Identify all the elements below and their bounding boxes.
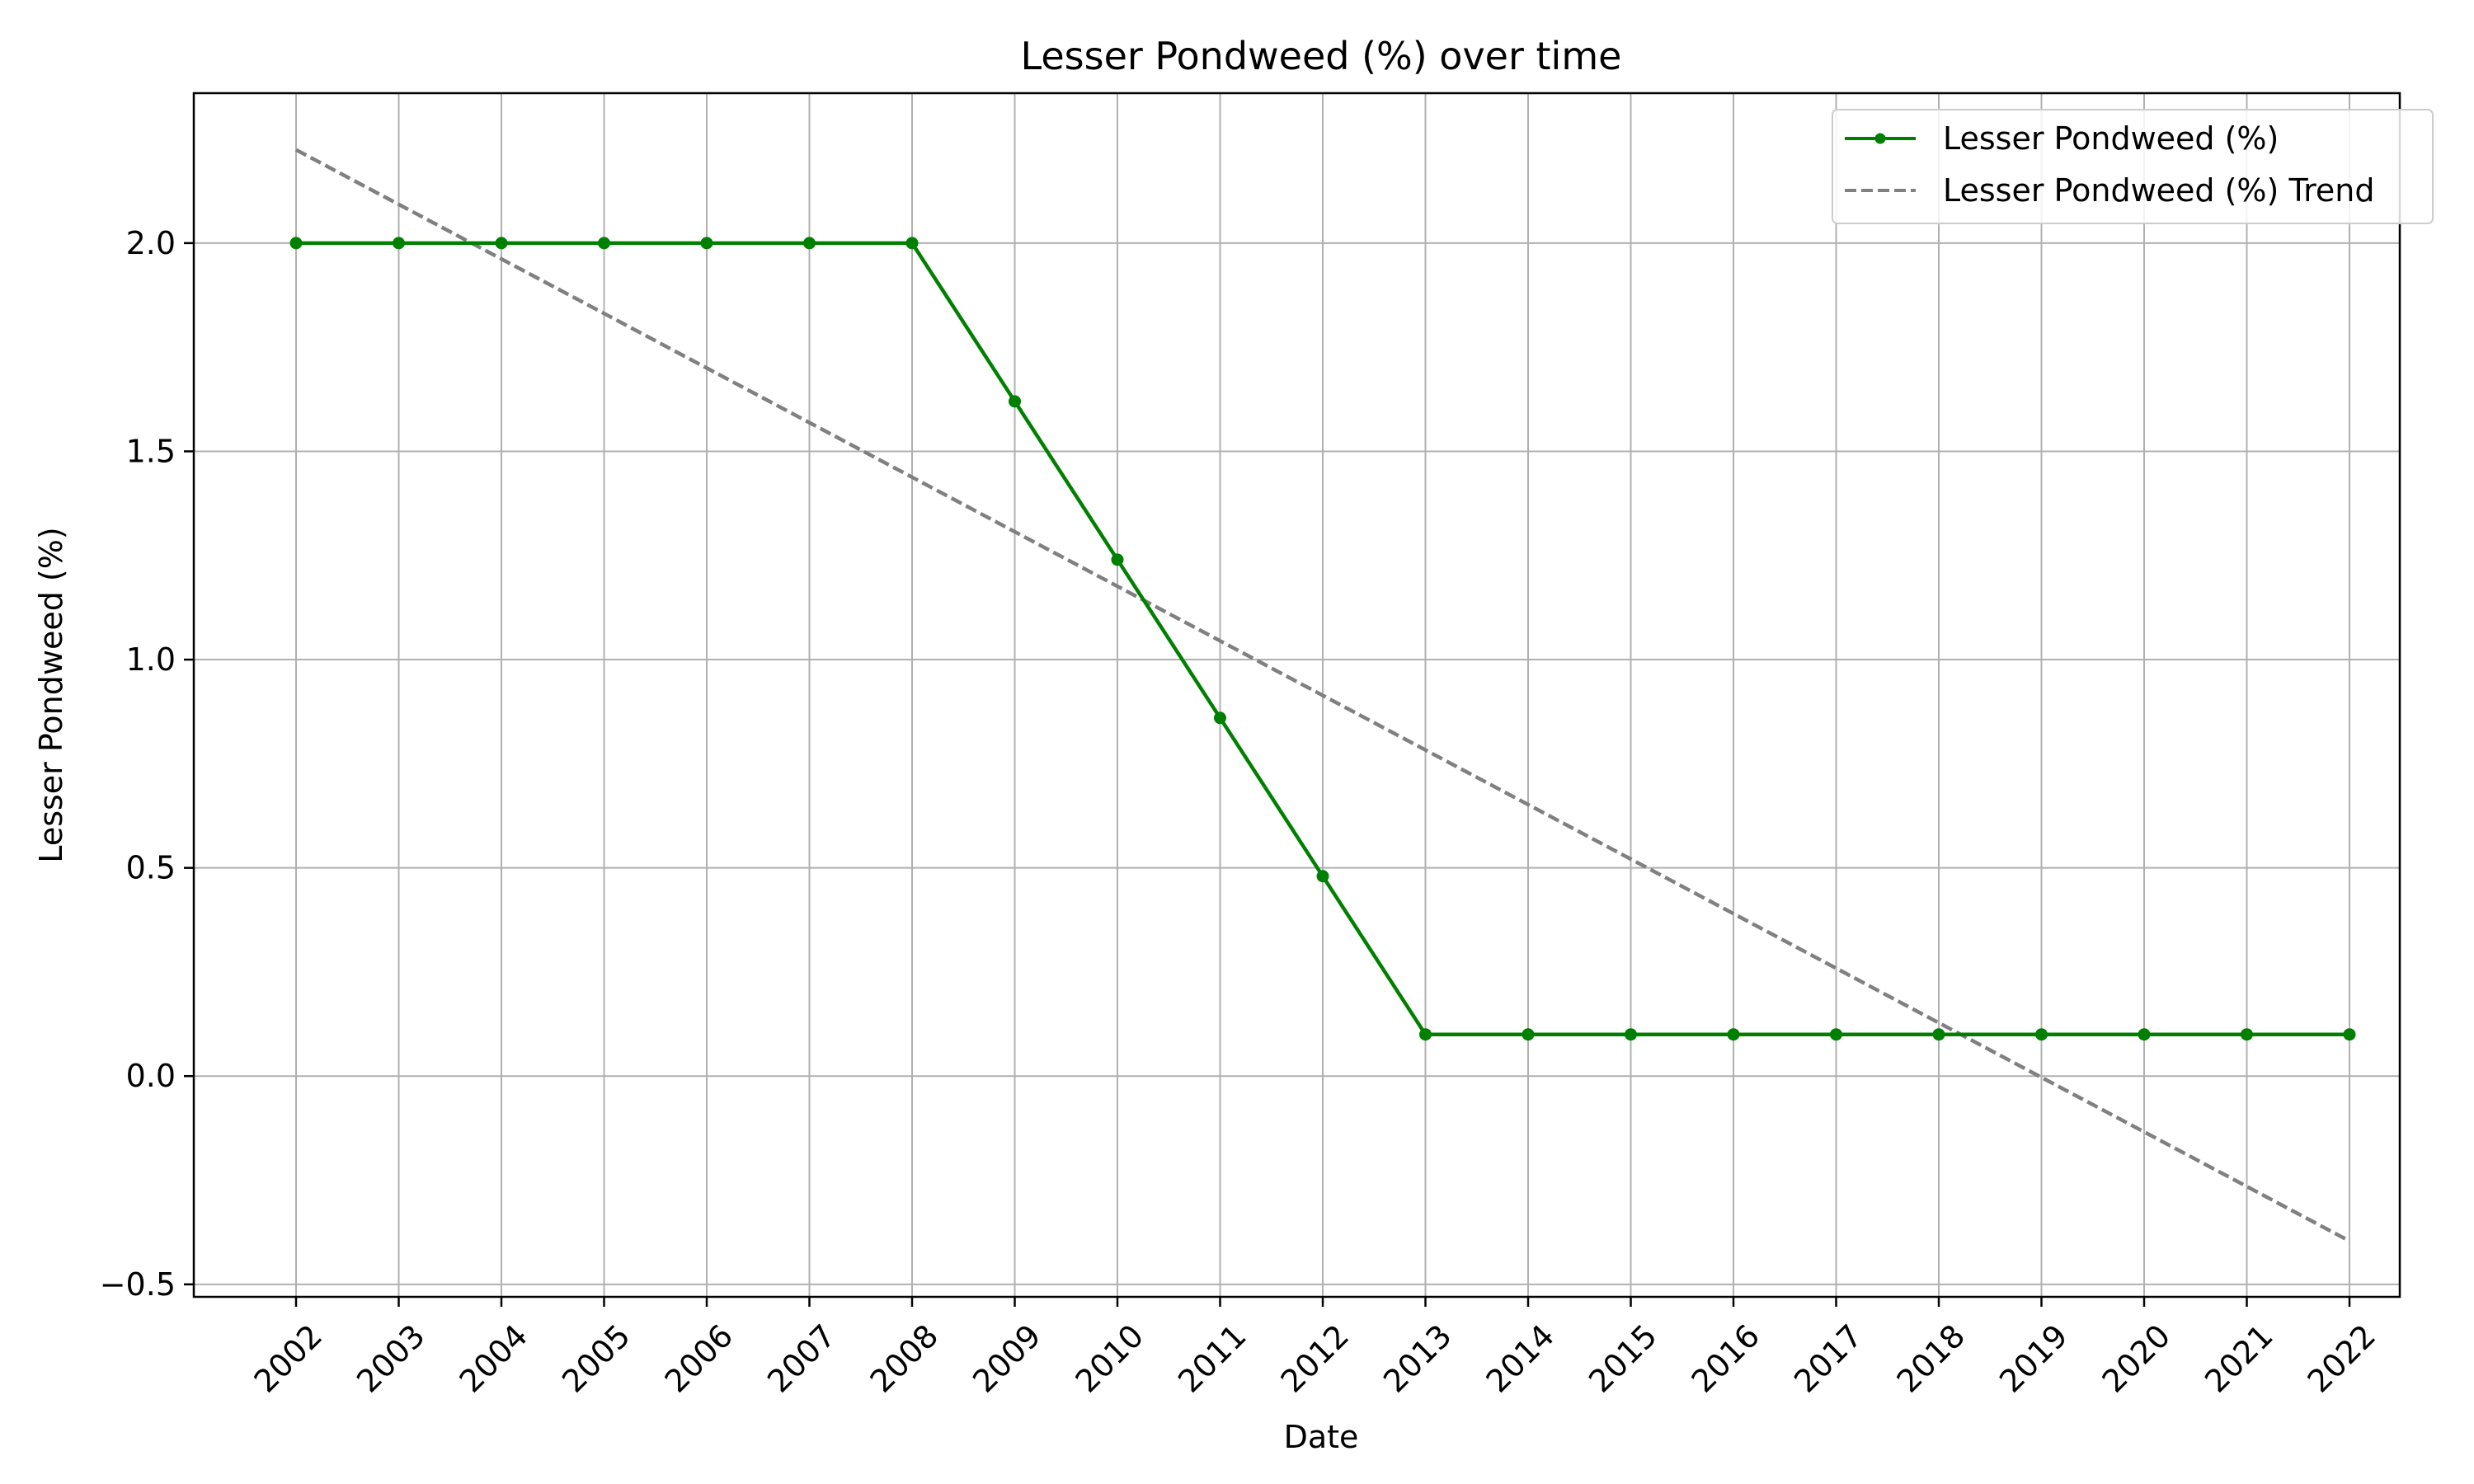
data-point-2012: [1316, 870, 1329, 883]
data-point-2011: [1214, 711, 1226, 725]
data-point-2002: [289, 237, 303, 250]
data-point-2008: [905, 237, 919, 250]
y-axis-title: Lesser Pondweed (%): [33, 527, 69, 862]
data-point-2013: [1419, 1028, 1432, 1041]
data-point-2004: [495, 237, 508, 250]
data-point-2005: [598, 237, 610, 250]
legend-label-series-2: Lesser Pondweed (%) Trend: [1943, 172, 2374, 209]
y-tick-label-0: −0.5: [100, 1266, 176, 1303]
data-point-2015: [1625, 1028, 1637, 1041]
data-point-2020: [2138, 1028, 2151, 1041]
y-tick-label-4: 1.5: [126, 433, 176, 469]
data-point-2010: [1111, 553, 1124, 566]
data-point-2003: [393, 237, 405, 250]
x-axis-title: Date: [1284, 1419, 1359, 1455]
data-point-2007: [803, 237, 816, 250]
chart-title: Lesser Pondweed (%) over time: [1021, 34, 1622, 78]
series-lines: [289, 148, 2356, 1243]
series-line-2: [294, 148, 2351, 1243]
legend-frame: [1832, 109, 2434, 224]
y-tick-label-5: 2.0: [126, 225, 176, 261]
y-tick-label-3: 1.0: [126, 641, 176, 678]
data-point-2019: [2035, 1028, 2048, 1041]
data-point-2014: [1522, 1028, 1535, 1041]
data-point-2009: [1009, 395, 1021, 408]
plot-area-frame: [192, 92, 2401, 1298]
legend-label-series-1: Lesser Pondweed (%): [1943, 120, 2279, 157]
data-point-2018: [1932, 1028, 1945, 1041]
data-point-2017: [1830, 1028, 1842, 1041]
legend: Lesser Pondweed (%) Lesser Pondweed (%) …: [1832, 109, 2434, 224]
y-tick-label-2: 0.5: [126, 850, 176, 886]
data-point-2016: [1727, 1028, 1740, 1041]
data-point-2021: [2241, 1028, 2253, 1041]
y-axis-ticks: −0.5 0.0 0.5 1.0 1.5 2.0: [100, 225, 194, 1303]
legend-marker-series-1: [1874, 133, 1886, 144]
data-point-2022: [2343, 1028, 2356, 1041]
data-point-2006: [700, 237, 713, 250]
y-tick-label-1: 0.0: [126, 1058, 176, 1094]
